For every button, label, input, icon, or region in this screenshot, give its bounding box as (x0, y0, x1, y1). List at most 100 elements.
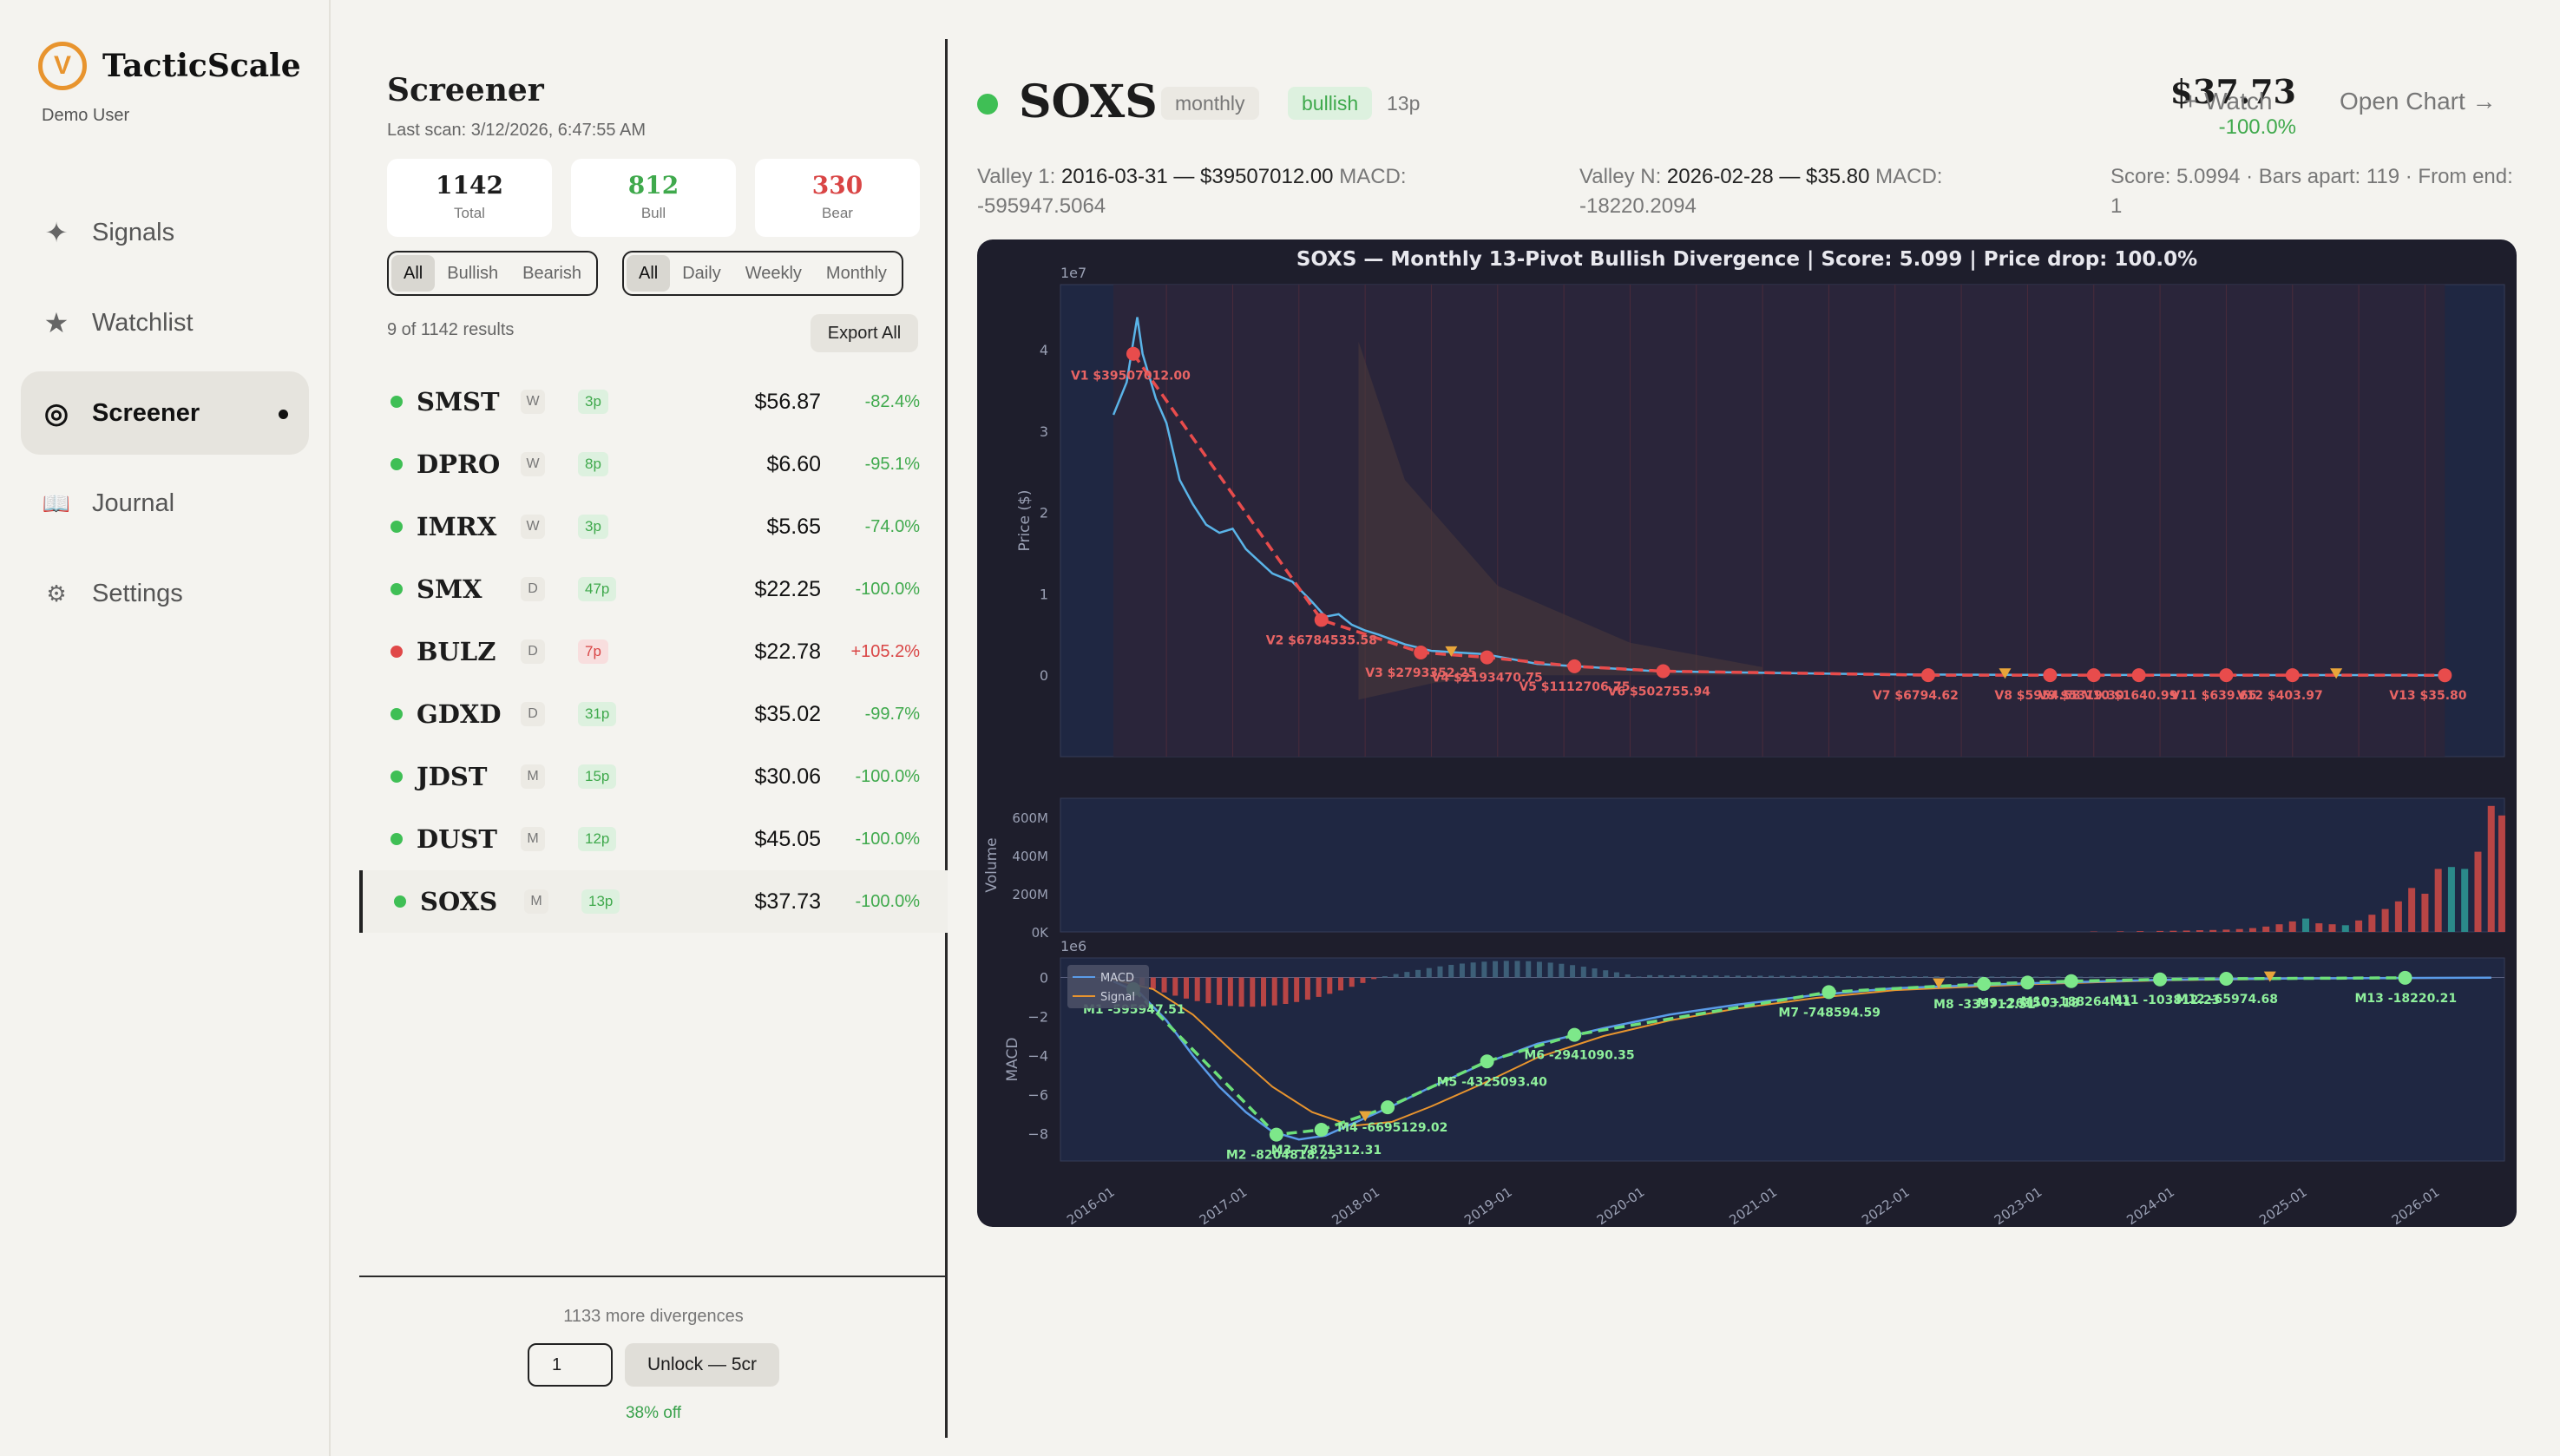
valley-label: V3 $2793352.25 (1365, 666, 1476, 680)
open-chart-button[interactable]: Open Chart → (2340, 88, 2497, 115)
filter-monthly[interactable]: Monthly (825, 264, 887, 283)
histogram-bar (1912, 976, 1918, 978)
volume-bar (2137, 931, 2144, 932)
y-tick-label: 1 (1040, 586, 1048, 602)
filter-all-tf[interactable]: All (627, 255, 671, 292)
divergence-chart[interactable]: SOXS — Monthly 13-Pivot Bullish Divergen… (977, 239, 2517, 1227)
price: $45.05 (754, 826, 821, 851)
status-dot (391, 396, 403, 408)
histogram-bar (2188, 976, 2194, 978)
sidebar-item-watchlist[interactable]: ★ Watchlist (21, 281, 309, 364)
volume-bar (2434, 869, 2442, 932)
histogram-bar (1547, 962, 1553, 978)
valley-point (1414, 645, 1428, 659)
sidebar-item-settings[interactable]: ⚙ Settings (21, 552, 309, 635)
macd-label: M10 -188264.41 (2021, 995, 2131, 1009)
unlock-button[interactable]: Unlock — 5cr (625, 1343, 779, 1387)
screener-panel: Screener Last scan: 3/12/2026, 6:47:55 A… (359, 39, 948, 1438)
sidebar-item-journal[interactable]: 📖 Journal (21, 462, 309, 545)
histogram-bar (1161, 977, 1167, 993)
last-scan: Last scan: 3/12/2026, 6:47:55 AM (387, 121, 646, 140)
histogram-bar (1172, 977, 1178, 996)
list-item[interactable]: GDXD D 31p $35.02 -99.7% (359, 683, 948, 745)
price: $37.73 (754, 889, 821, 914)
active-indicator (279, 410, 288, 419)
y-tick-label: 0K (1032, 925, 1050, 941)
histogram-bar (1592, 968, 1598, 978)
change: -99.7% (864, 704, 920, 724)
macd-label: M7 -748594.59 (1778, 1006, 1881, 1020)
export-all-button[interactable]: Export All (811, 314, 918, 352)
valley-point (2043, 668, 2058, 683)
valley-point (1920, 668, 1935, 683)
list-item[interactable]: DPRO W 8p $6.60 -95.1% (359, 433, 948, 495)
histogram-bar (1283, 977, 1289, 1005)
list-item[interactable]: IMRX W 3p $5.65 -74.0% (359, 495, 948, 558)
sidebar-item-signals[interactable]: ✦ Signals (21, 191, 309, 274)
legend-box (1067, 965, 1149, 1008)
valley-last: Valley N: 2026-02-28 — $35.80 MACD: -182… (1579, 162, 2013, 221)
histogram-bar (2055, 976, 2061, 978)
ticker: JDST (417, 762, 488, 791)
status-dot (391, 646, 403, 658)
sidebar-nav: ✦ Signals ★ Watchlist ◎ Screener 📖 Journ… (21, 191, 309, 642)
y-tick-label: −2 (1027, 1009, 1048, 1026)
histogram-bar (1360, 977, 1366, 983)
status-dot (391, 458, 403, 470)
macd-point (1977, 976, 1992, 991)
valleyN-value: 2026-02-28 — $35.80 (1666, 165, 1870, 188)
histogram-bar (1625, 974, 1631, 978)
macd-label: M3 -7871312.31 (1271, 1144, 1382, 1158)
y-tick-label: 3 (1040, 423, 1048, 440)
valley-label: V1 $39507012.00 (1071, 370, 1191, 384)
list-item[interactable]: BULZ D 7p $22.78 +105.2% (359, 620, 948, 683)
pivots-badge: 12p (578, 827, 617, 851)
histogram-bar (1879, 976, 1885, 978)
stat-value: 330 (811, 171, 863, 200)
histogram-bar (1393, 974, 1399, 978)
status-dot (391, 833, 403, 845)
histogram-bar (1415, 969, 1421, 978)
histogram-bar (1271, 977, 1277, 1006)
target-icon: ◎ (44, 397, 69, 429)
legend-label: Signal (1100, 991, 1135, 1004)
filter-bearish[interactable]: Bearish (522, 264, 581, 283)
filter-all[interactable]: All (391, 255, 436, 292)
valley-point (1126, 346, 1140, 361)
brand[interactable]: V TacticScale (38, 42, 301, 90)
change: -95.1% (864, 454, 920, 474)
histogram-bar (1526, 961, 1532, 978)
histogram-bar (1238, 977, 1244, 1007)
filter-weekly[interactable]: Weekly (745, 264, 802, 283)
y-tick-label: 0 (1040, 667, 1048, 684)
brand-name: TacticScale (102, 48, 301, 84)
histogram-bar (1669, 974, 1675, 978)
valley-point (2285, 668, 2300, 683)
sidebar-item-screener[interactable]: ◎ Screener (21, 371, 309, 455)
ticker: GDXD (417, 699, 502, 729)
histogram-bar (1966, 976, 1973, 978)
histogram-bar (1503, 961, 1509, 978)
histogram-bar (1713, 975, 1719, 978)
histogram-bar (1746, 975, 1752, 978)
histogram-bar (1459, 963, 1465, 978)
histogram-bar (1989, 976, 1995, 978)
histogram-bar (1702, 975, 1708, 978)
list-item[interactable]: SMX D 47p $22.25 -100.0% (359, 558, 948, 620)
histogram-bar (1724, 975, 1730, 978)
filter-daily[interactable]: Daily (682, 264, 721, 283)
histogram-bar (1338, 977, 1344, 991)
list-item[interactable]: SMST W 3p $56.87 -82.4% (359, 371, 948, 433)
list-item[interactable]: SOXS M 13p $37.73 -100.0% (359, 870, 948, 933)
volume-bar (2368, 915, 2376, 932)
list-item[interactable]: JDST M 15p $30.06 -100.0% (359, 745, 948, 808)
x-tick-label: 2016-01 (1064, 1184, 1118, 1227)
price-line (1112, 317, 2445, 677)
filter-bullish[interactable]: Bullish (447, 264, 499, 283)
list-item[interactable]: DUST M 12p $45.05 -100.0% (359, 808, 948, 870)
quantity-input[interactable]: 1 (528, 1343, 613, 1387)
change: -100.0% (855, 579, 921, 599)
watch-button[interactable]: + Watch (2183, 88, 2273, 115)
histogram-bar (1570, 965, 1576, 978)
user-name: Demo User (42, 106, 130, 125)
